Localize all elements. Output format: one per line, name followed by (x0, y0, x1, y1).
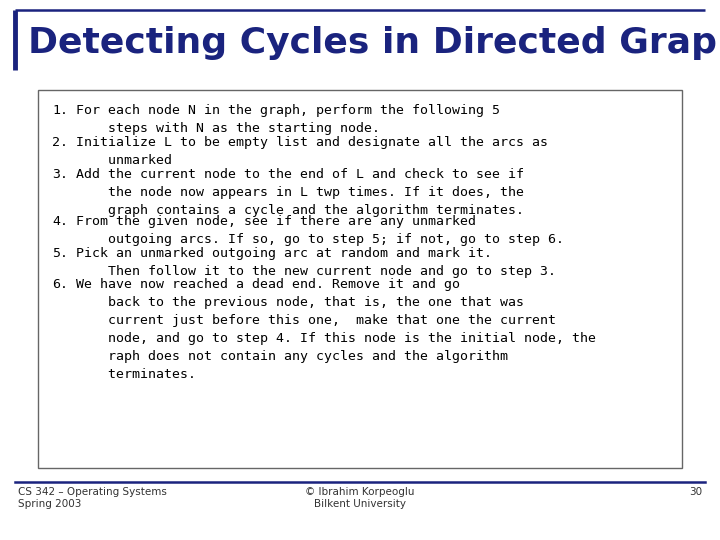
FancyBboxPatch shape (38, 90, 682, 468)
Text: CS 342 – Operating Systems: CS 342 – Operating Systems (18, 487, 167, 497)
Text: Initialize L to be empty list and designate all the arcs as
    unmarked: Initialize L to be empty list and design… (76, 136, 548, 167)
Text: From the given node, see if there are any unmarked
    outgoing arcs. If so, go : From the given node, see if there are an… (76, 214, 564, 246)
Text: Spring 2003: Spring 2003 (18, 499, 81, 509)
Text: 2.: 2. (52, 136, 68, 149)
Text: 5.: 5. (52, 247, 68, 260)
Text: For each node N in the graph, perform the following 5
    steps with N as the st: For each node N in the graph, perform th… (76, 104, 500, 135)
Text: Add the current node to the end of L and check to see if
    the node now appear: Add the current node to the end of L and… (76, 168, 524, 217)
Text: Bilkent University: Bilkent University (314, 499, 406, 509)
Text: 1.: 1. (52, 104, 68, 117)
Text: Pick an unmarked outgoing arc at random and mark it.
    Then follow it to the n: Pick an unmarked outgoing arc at random … (76, 247, 556, 278)
Text: © Ibrahim Korpeoglu: © Ibrahim Korpeoglu (305, 487, 415, 497)
Text: Detecting Cycles in Directed Graphs: Detecting Cycles in Directed Graphs (28, 26, 720, 60)
Text: 30: 30 (689, 487, 702, 497)
Text: We have now reached a dead end. Remove it and go
    back to the previous node, : We have now reached a dead end. Remove i… (76, 279, 596, 381)
Text: 4.: 4. (52, 214, 68, 227)
Text: 6.: 6. (52, 279, 68, 292)
Text: 3.: 3. (52, 168, 68, 181)
